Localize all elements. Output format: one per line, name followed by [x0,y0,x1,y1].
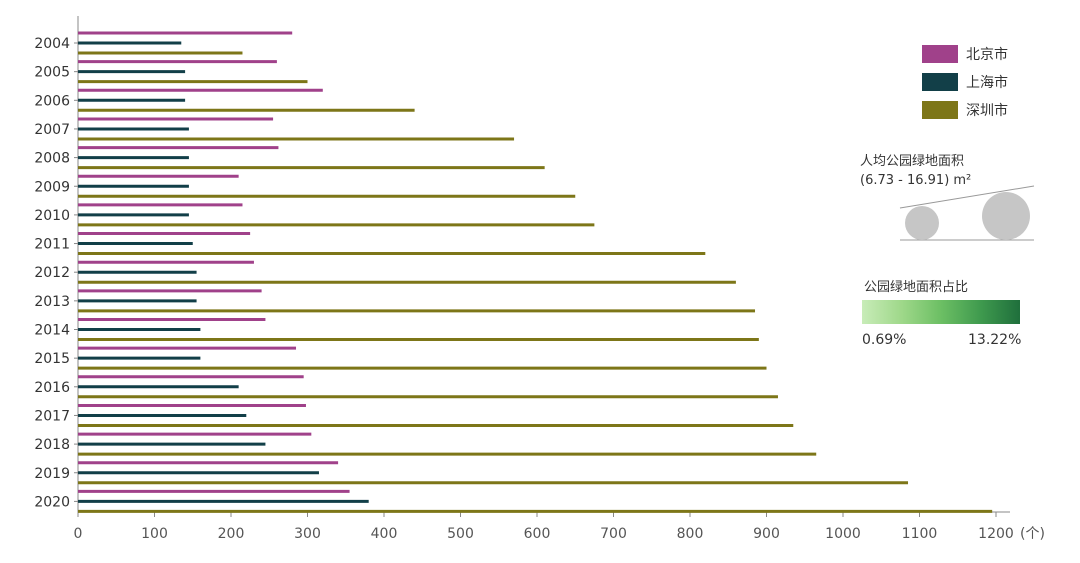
y-tick-label: 2017 [34,408,70,424]
x-tick-label: 100 [141,526,168,542]
x-tick-label: 800 [677,526,704,542]
x-tick-label: 500 [447,526,474,542]
size-legend-graphic [899,185,1035,241]
color-legend-max: 13.22% [968,332,1022,348]
color-legend-bar [862,300,1020,324]
y-tick-label: 2012 [34,265,70,281]
y-tick-label: 2008 [34,151,70,167]
y-tick-label: 2016 [34,380,70,396]
legend-swatch-shenzhen [922,101,958,119]
x-tick-label: 900 [753,526,780,542]
x-tick-label: 1200 [978,526,1014,542]
legend-item-shenzhen: 深圳市 [922,100,1008,120]
legend-label-shanghai: 上海市 [966,75,1008,91]
y-tick-label: 2020 [34,494,70,510]
x-tick-label: 0 [74,526,83,542]
size-legend: 人均公园绿地面积 (6.73 - 16.91) m² [860,152,971,190]
x-tick-label: 1000 [825,526,861,542]
x-tick-label: 200 [218,526,245,542]
size-legend-upper-line [899,185,1035,209]
y-tick-label: 2004 [34,36,70,52]
x-tick-label: 400 [371,526,398,542]
y-tick-label: 2014 [34,323,70,339]
size-legend-small-circle [905,206,939,240]
color-legend-title: 公园绿地面积占比 [864,280,969,295]
legend-label-beijing: 北京市 [966,47,1008,63]
legend-label-shenzhen: 深圳市 [966,103,1008,119]
size-legend-large-circle [982,192,1030,240]
y-tick-label: 2010 [34,208,70,224]
y-tick-label: 2011 [34,237,70,253]
y-tick-label: 2005 [34,65,70,81]
y-tick-label: 2006 [34,93,70,109]
legend-item-beijing: 北京市 [922,44,1008,64]
legend-item-shanghai: 上海市 [922,72,1008,92]
x-tick-label: 700 [600,526,627,542]
x-tick-label: 300 [294,526,321,542]
size-legend-title: 人均公园绿地面积 [860,154,965,169]
y-tick-label: 2013 [34,294,70,310]
x-axis-unit: (个) [1020,526,1045,542]
y-tick-label: 2015 [34,351,70,367]
size-legend-range: (6.73 - 16.91) m² [860,173,972,188]
y-tick-label: 2018 [34,437,70,453]
y-tick-label: 2007 [34,122,70,138]
y-tick-label: 2019 [34,466,70,482]
x-tick-label: 600 [524,526,551,542]
legend-swatch-shanghai [922,73,958,91]
color-legend-min: 0.69% [862,332,907,348]
x-tick-label: 1100 [902,526,938,542]
y-tick-label: 2009 [34,179,70,195]
legend-swatch-beijing [922,45,958,63]
